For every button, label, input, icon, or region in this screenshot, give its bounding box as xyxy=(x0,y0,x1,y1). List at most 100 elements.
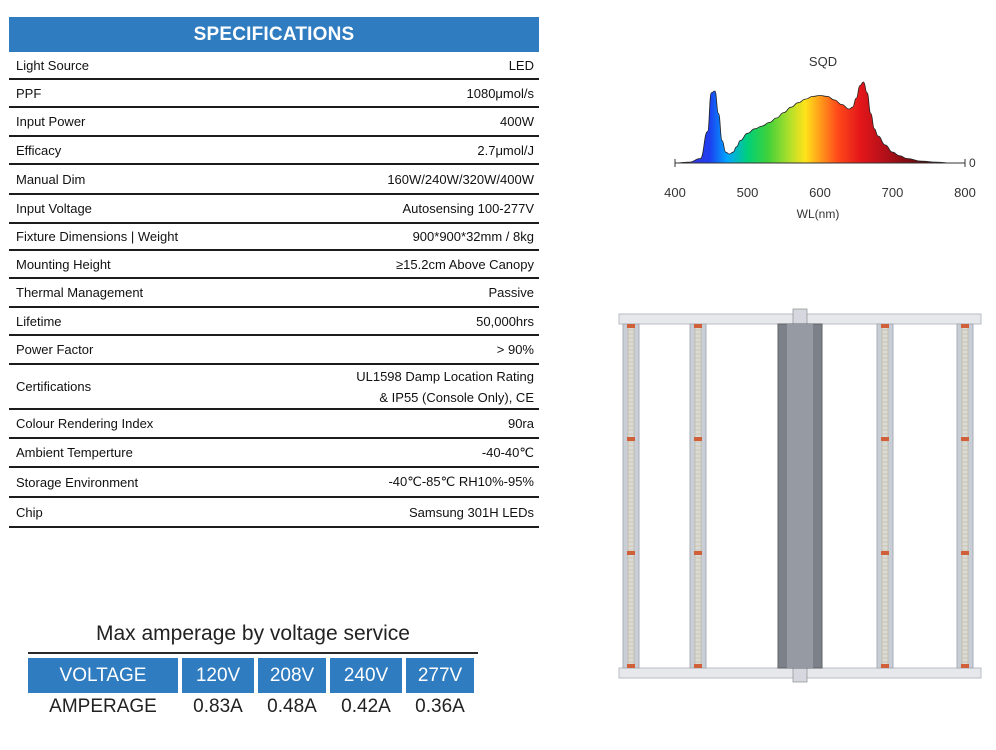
specifications-title: SPECIFICATIONS xyxy=(9,17,539,52)
y-tick-label: 0 xyxy=(969,156,976,170)
voltage-cell: 277V xyxy=(406,658,474,693)
bar-connector-marker xyxy=(961,551,969,555)
bar-connector-marker xyxy=(694,437,702,441)
amperage-cell: 0.83A xyxy=(193,696,243,717)
spec-row: Power Factor > 90% xyxy=(9,336,539,365)
spectrum-line xyxy=(674,81,965,164)
spec-row: Light Source LED xyxy=(9,52,539,80)
spec-label: Fixture Dimensions | Weight xyxy=(16,229,179,244)
spec-label: Certifications xyxy=(16,379,92,394)
x-tick-label: 800 xyxy=(954,185,976,200)
spec-row: Input Power 400W xyxy=(9,108,539,137)
spec-value: Autosensing 100-277V xyxy=(402,201,534,216)
spec-row: Storage Environment -40℃-85℃ RH10%-95% xyxy=(9,468,539,498)
spec-value: 2.7μmol/J xyxy=(477,142,534,158)
spec-label: Ambient Temperture xyxy=(16,445,133,460)
spec-label: Storage Environment xyxy=(16,474,139,490)
spec-value: UL1598 Damp Location Rating & IP55 (Conso… xyxy=(356,366,534,408)
spectrum-chart: SQD 0 400 500 600 700 800 WL(nm) xyxy=(664,54,976,221)
spectrum-area xyxy=(675,82,965,163)
spec-value: 90ra xyxy=(507,416,534,431)
amperage-header-row: VOLTAGE 120V 208V 240V 277V xyxy=(28,658,474,693)
led-strip xyxy=(627,325,635,667)
amperage-title: Max amperage by voltage service xyxy=(96,622,410,645)
bar-connector-marker xyxy=(881,664,889,668)
x-tick-label: 500 xyxy=(737,185,759,200)
spec-label: Mounting Height xyxy=(16,256,111,272)
spec-value: ≥15.2cm Above Canopy xyxy=(396,256,534,272)
connector-clip xyxy=(792,308,808,326)
spec-row: PPF 1080μmol/s xyxy=(9,80,539,108)
light-fixture-illustration xyxy=(618,308,982,683)
bar-connector-marker xyxy=(881,437,889,441)
voltage-cell: 120V xyxy=(182,658,254,693)
bar-connector-marker xyxy=(694,551,702,555)
led-strip xyxy=(961,325,969,667)
specifications-table: SPECIFICATIONS Light Source LED PPF 1080μmo… xyxy=(9,17,539,528)
spec-value: Samsung 301H LEDs xyxy=(408,504,534,520)
led-strip xyxy=(881,325,889,667)
bar-connector-marker xyxy=(961,437,969,441)
spec-row: Input Voltage Autosensing 100-277V xyxy=(9,195,539,224)
spec-row: Mounting Height ≥15.2cm Above Canopy xyxy=(9,251,539,279)
bar-connector-marker xyxy=(627,664,635,668)
spec-value: -40-40℃ xyxy=(481,444,534,460)
spec-label: Colour Rendering Index xyxy=(16,416,154,431)
spec-value: -40℃-85℃ RH10%-95% xyxy=(388,474,534,489)
x-tick-label: 700 xyxy=(882,185,904,200)
bar-connector-marker xyxy=(627,551,635,555)
x-tick-label: 600 xyxy=(809,185,831,200)
amperage-value-row: AMPERAGE 0.83A 0.48A 0.42A 0.36A xyxy=(28,694,474,720)
spec-label: Power Factor xyxy=(16,342,94,357)
spec-label: Manual Dim xyxy=(16,171,86,187)
amperage-divider xyxy=(28,652,478,654)
amperage-cell: 0.42A xyxy=(341,696,391,717)
x-axis-label: WL(nm) xyxy=(797,207,840,221)
spec-label: Efficacy xyxy=(16,142,62,158)
bar-connector-marker xyxy=(694,664,702,668)
spec-row: Thermal Management Passive xyxy=(9,279,539,308)
voltage-cell: 208V xyxy=(258,658,326,693)
spec-row: Ambient Temperture -40-40℃ xyxy=(9,439,539,468)
chart-title: SQD xyxy=(809,54,837,69)
spec-value: LED xyxy=(508,57,534,73)
spec-value: 400W xyxy=(500,114,534,129)
voltage-cell: 240V xyxy=(330,658,402,693)
spec-row: Manual Dim 160W/240W/320W/400W xyxy=(9,165,539,195)
bar-connector-marker xyxy=(694,324,702,328)
spec-value: > 90% xyxy=(496,342,534,357)
console-ridge xyxy=(787,324,813,668)
bar-connector-marker xyxy=(627,437,635,441)
x-tick-label: 400 xyxy=(664,185,686,200)
spec-value-line: & IP55 (Console Only), CE xyxy=(379,389,534,405)
spec-row: Lifetime 50,000hrs xyxy=(9,308,539,336)
spec-value: Passive xyxy=(488,285,534,300)
spec-value: 50,000hrs xyxy=(476,313,534,329)
spec-value: 160W/240W/320W/400W xyxy=(387,171,534,187)
spec-label: Input Power xyxy=(16,114,86,129)
bar-connector-marker xyxy=(961,664,969,668)
spec-label: Lifetime xyxy=(16,313,62,329)
spec-row: Chip Samsung 301H LEDs xyxy=(9,498,539,528)
amperage-cell: 0.48A xyxy=(267,696,317,717)
spec-row: Certifications UL1598 Damp Location Ratin… xyxy=(9,365,539,410)
led-strip xyxy=(694,325,702,667)
spec-value: 900*900*32mm / 8kg xyxy=(412,229,534,244)
spec-label: Input Voltage xyxy=(16,201,92,216)
voltage-header-label: VOLTAGE xyxy=(28,658,178,693)
x-tick-labels: 400 500 600 700 800 xyxy=(664,185,976,200)
amperage-cell: 0.36A xyxy=(415,696,465,717)
spec-label: Thermal Management xyxy=(16,285,144,300)
bar-connector-marker xyxy=(961,324,969,328)
specifications-rows: Light Source LED PPF 1080μmol/s Input Power 4… xyxy=(9,52,539,528)
spec-label: Light Source xyxy=(16,57,89,73)
bar-connector-marker xyxy=(881,324,889,328)
spec-value: 1080μmol/s xyxy=(466,85,534,101)
spec-value-line: UL1598 Damp Location Rating xyxy=(356,368,534,384)
amperage-row-label: AMPERAGE xyxy=(49,696,157,717)
bar-connector-marker xyxy=(627,324,635,328)
spec-row: Efficacy 2.7μmol/J xyxy=(9,137,539,165)
spec-label: PPF xyxy=(16,85,42,101)
spec-row: Colour Rendering Index 90ra xyxy=(9,410,539,439)
spec-row: Fixture Dimensions | Weight 900*900*32mm … xyxy=(9,224,539,251)
